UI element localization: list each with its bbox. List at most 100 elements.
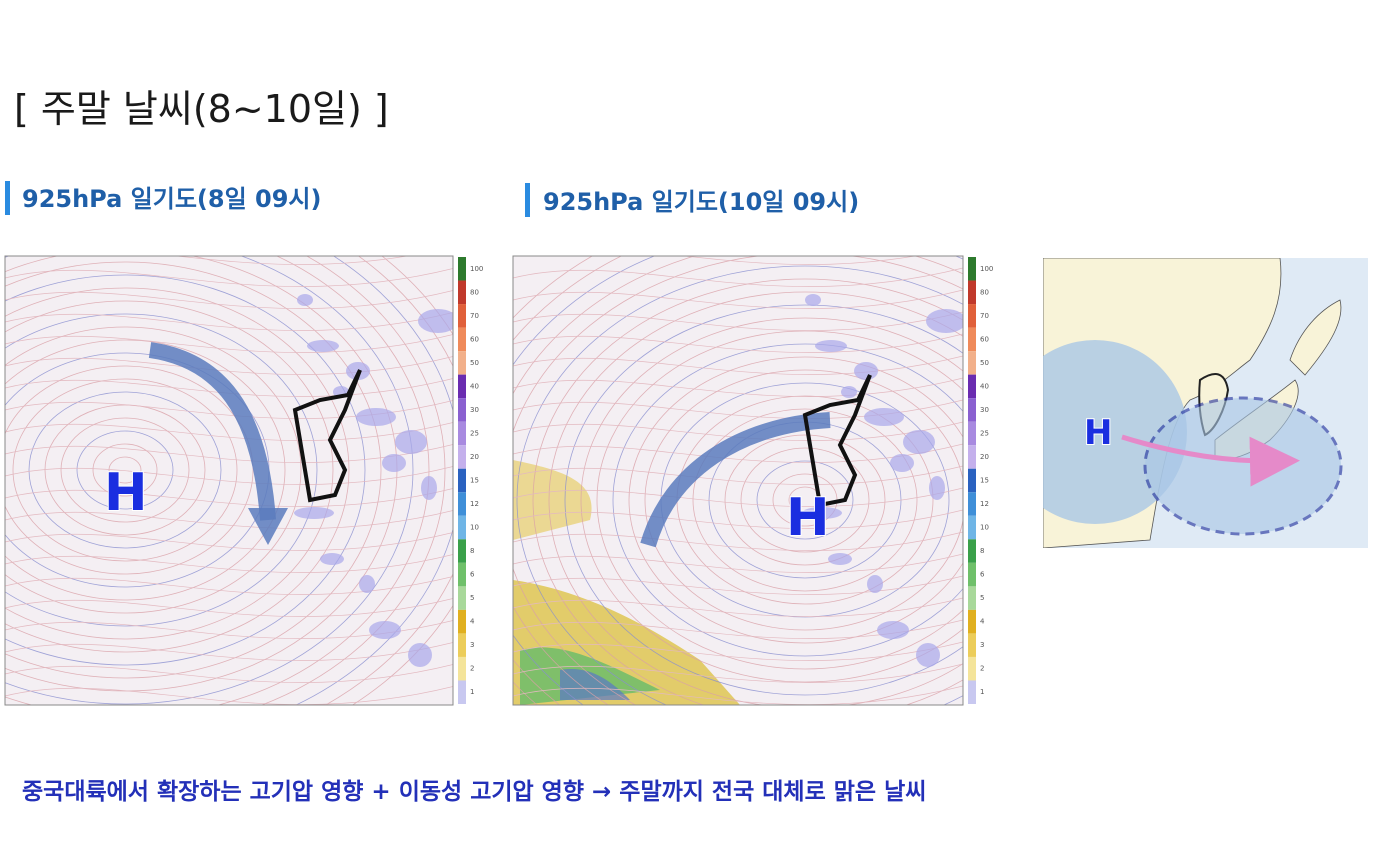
rain-area xyxy=(903,430,935,454)
rain-area xyxy=(877,621,909,639)
streamline xyxy=(513,256,917,265)
colorbar-swatch xyxy=(458,280,466,305)
rain-area xyxy=(864,408,904,426)
isobar xyxy=(516,265,963,705)
colorbar-label: 4 xyxy=(980,618,985,626)
streamline xyxy=(513,333,963,353)
weather-map xyxy=(513,256,963,705)
isobar xyxy=(612,343,963,657)
colorbar-swatch xyxy=(968,304,976,328)
streamline xyxy=(513,663,963,683)
colorbar-swatch xyxy=(458,468,466,493)
panel-title: 925hPa 일기도(10일 09시) xyxy=(543,188,859,216)
colorbar-label: 8 xyxy=(980,547,984,555)
title-bar xyxy=(525,183,530,217)
streamline xyxy=(513,685,963,705)
colorbar-swatch xyxy=(458,421,466,446)
colorbar-label: 60 xyxy=(470,335,479,343)
colorbar-swatch xyxy=(968,257,976,281)
colorbar-label: 40 xyxy=(470,382,479,390)
colorbar-swatch xyxy=(458,492,466,516)
isobar xyxy=(724,434,886,566)
colorbar-label: 3 xyxy=(470,641,474,649)
colorbar-swatch xyxy=(968,562,976,587)
flow-arrowhead xyxy=(248,508,288,545)
streamline xyxy=(5,554,453,573)
colorbar-swatch xyxy=(458,445,466,469)
streamline xyxy=(5,256,409,265)
title-bar xyxy=(5,181,10,215)
streamline xyxy=(5,378,453,397)
colorbar-swatch xyxy=(968,445,976,469)
rain-area xyxy=(395,430,427,454)
streamline xyxy=(513,289,963,309)
rain-area xyxy=(297,294,313,306)
schematic-map xyxy=(1043,258,1368,548)
isobar xyxy=(580,317,963,683)
isobar xyxy=(5,256,430,705)
colorbar-swatch xyxy=(458,351,466,375)
colorbar-label: 3 xyxy=(980,641,984,649)
isobar xyxy=(5,365,254,575)
colorbar-swatch xyxy=(968,421,976,446)
colorbar-swatch xyxy=(968,656,976,681)
colorbar-label: 25 xyxy=(980,429,989,437)
streamline xyxy=(5,312,453,331)
rain-area xyxy=(815,340,847,352)
streamline xyxy=(5,708,455,727)
isobar xyxy=(5,256,414,705)
isobar xyxy=(532,278,963,705)
streamline xyxy=(5,334,453,353)
colorbar-label: 80 xyxy=(470,288,479,296)
rain-area xyxy=(926,309,963,333)
colorbar-label: 12 xyxy=(980,500,989,508)
rain-area xyxy=(805,294,821,306)
streamline xyxy=(513,377,963,397)
colorbar-label: 40 xyxy=(980,382,989,390)
colorbar-label: 30 xyxy=(470,406,479,414)
flow-arrow xyxy=(148,342,276,521)
isobar xyxy=(596,330,963,670)
isobar xyxy=(548,291,963,705)
streamline xyxy=(5,510,453,529)
streamline xyxy=(5,642,453,661)
streamline xyxy=(513,531,963,551)
high-pressure-label: H xyxy=(104,463,148,523)
rain-area xyxy=(320,553,344,565)
isobar xyxy=(5,326,302,614)
colorbar-swatch xyxy=(968,633,976,657)
high-pressure-label: H xyxy=(1084,413,1112,453)
korea-outline xyxy=(292,369,362,503)
isobar xyxy=(92,443,158,497)
colorbar-swatch xyxy=(968,680,976,704)
streamline xyxy=(513,355,963,375)
streamline xyxy=(5,488,453,507)
isobar xyxy=(756,460,854,540)
rain-area xyxy=(369,621,401,639)
map-frame xyxy=(512,255,964,706)
isobar xyxy=(5,339,286,601)
rain-area xyxy=(382,454,406,472)
colorbar-label: 2 xyxy=(470,665,474,673)
flow-arrow xyxy=(640,412,831,548)
colorbar-label: 70 xyxy=(980,312,989,320)
streamline xyxy=(513,487,963,507)
colorbar-swatch xyxy=(968,351,976,375)
isobar xyxy=(108,456,142,484)
rain-area xyxy=(890,454,914,472)
rain-area xyxy=(802,507,842,519)
rain-area xyxy=(828,553,852,565)
streamline xyxy=(5,444,453,463)
isobar xyxy=(740,447,870,553)
rain-area xyxy=(916,643,940,667)
streamline xyxy=(5,422,453,441)
colorbar-label: 70 xyxy=(470,312,479,320)
colorbar-label: 5 xyxy=(980,594,984,602)
colorbar-swatch xyxy=(458,680,466,704)
streamline xyxy=(5,466,453,485)
streamline xyxy=(513,553,963,573)
isobar xyxy=(5,261,382,679)
streamline xyxy=(513,575,963,595)
